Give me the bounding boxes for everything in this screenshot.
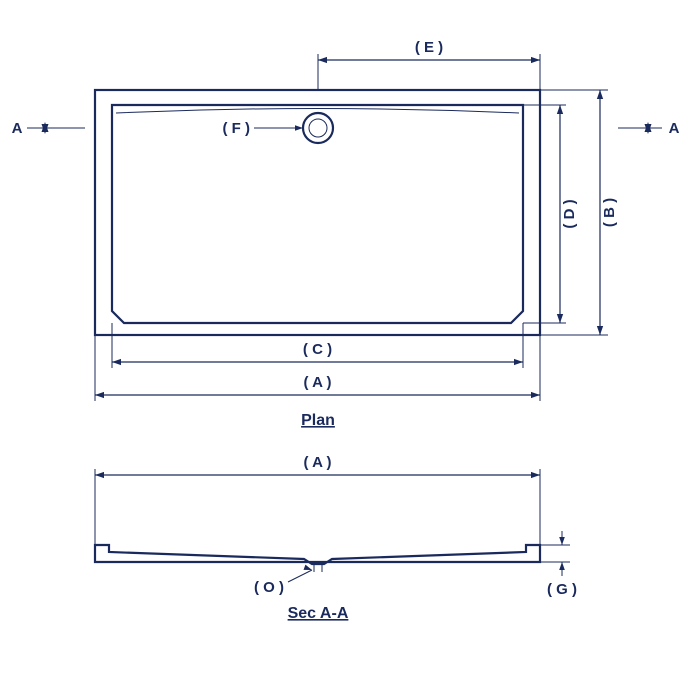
plan-title: Plan xyxy=(301,412,335,429)
dim-label-b: ( B ) xyxy=(601,198,618,227)
section-marker-right: A xyxy=(669,120,680,137)
dim-label-e: ( E ) xyxy=(415,39,443,56)
section-title: Sec A-A xyxy=(288,605,349,622)
section-marker-left: A xyxy=(12,120,23,137)
dim-label-a: ( A ) xyxy=(303,374,331,391)
drain-inner-icon xyxy=(309,119,327,137)
plan-inner-rect xyxy=(112,105,523,323)
drain-outer-icon xyxy=(303,113,333,143)
dim-label-g: ( G ) xyxy=(547,581,577,598)
dim-label-c: ( C ) xyxy=(303,341,332,358)
dim-label-o: ( O ) xyxy=(254,579,284,596)
dim-label-d: ( D ) xyxy=(561,199,578,228)
dim-label-a2: ( A ) xyxy=(303,454,331,471)
dim-label-f: ( F ) xyxy=(223,120,251,137)
section-profile xyxy=(95,545,540,564)
plan-outer-rect xyxy=(95,90,540,335)
